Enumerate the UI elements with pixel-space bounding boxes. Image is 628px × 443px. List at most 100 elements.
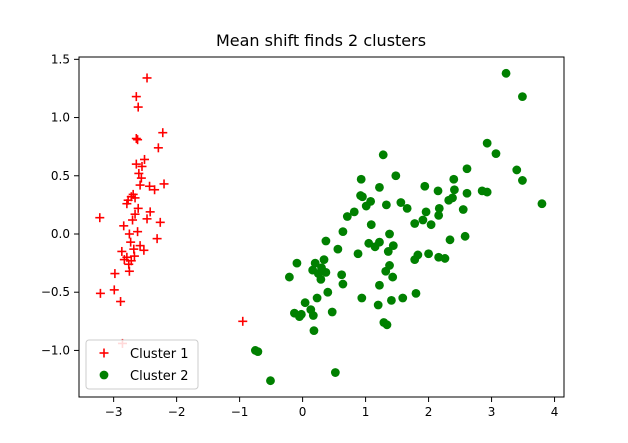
legend-entry: Cluster 1 — [99, 347, 189, 362]
data-point — [119, 255, 129, 265]
legend-label: Cluster 2 — [130, 369, 189, 384]
data-point — [128, 215, 138, 225]
data-point — [381, 200, 391, 210]
series-layer — [95, 68, 547, 386]
data-point — [145, 181, 155, 191]
data-point — [411, 288, 421, 298]
x-tick-label: 4 — [551, 405, 559, 419]
data-point — [131, 92, 141, 102]
data-point — [342, 212, 352, 221]
data-point — [295, 312, 304, 322]
data-point — [361, 201, 371, 211]
data-point — [327, 307, 337, 317]
data-point — [130, 209, 140, 219]
x-tick-label: −3 — [105, 405, 123, 419]
y-tick-label: 1.5 — [51, 52, 70, 66]
data-point — [358, 192, 367, 202]
chart-title: Mean shift finds 2 clusters — [216, 31, 426, 50]
data-point — [388, 241, 398, 251]
data-point — [142, 214, 152, 224]
data-point — [316, 274, 326, 284]
data-point — [142, 73, 152, 83]
data-point — [434, 203, 444, 213]
data-point — [124, 266, 134, 276]
data-point — [117, 246, 127, 256]
y-tick-label: 0.0 — [51, 227, 70, 241]
data-point — [321, 268, 331, 277]
data-point — [433, 186, 443, 196]
data-point — [139, 245, 149, 255]
data-point — [129, 251, 139, 261]
data-point — [133, 102, 143, 112]
data-point — [136, 173, 146, 183]
data-point — [310, 258, 320, 268]
data-point — [122, 199, 132, 209]
data-point — [284, 272, 294, 282]
data-point — [424, 249, 433, 259]
data-point — [460, 231, 470, 241]
x-tick-label: −1 — [231, 405, 249, 419]
data-point — [309, 326, 319, 336]
data-point — [426, 220, 436, 230]
x-tick-label: −2 — [168, 405, 186, 419]
data-point — [518, 176, 527, 185]
data-point — [133, 135, 143, 145]
data-point — [312, 293, 322, 303]
data-point — [385, 229, 394, 239]
data-point — [420, 181, 430, 191]
data-point — [444, 195, 454, 205]
data-point — [387, 295, 396, 305]
legend-box — [85, 339, 199, 390]
data-point — [357, 293, 367, 303]
data-point — [119, 221, 129, 231]
data-point — [95, 288, 105, 298]
data-point — [391, 171, 401, 181]
data-point — [159, 179, 169, 189]
data-point — [370, 242, 380, 252]
data-point — [356, 174, 366, 184]
data-point — [145, 207, 155, 217]
data-point — [445, 235, 455, 245]
legend-marker — [99, 370, 109, 380]
x-tick-label: 2 — [425, 405, 433, 419]
data-point — [131, 159, 141, 169]
plot-frame — [78, 56, 565, 398]
y-tick-label: −0.5 — [41, 285, 70, 299]
data-point — [155, 217, 165, 227]
data-point — [152, 234, 162, 244]
data-point — [537, 199, 547, 209]
data-point — [402, 203, 412, 213]
data-point — [131, 134, 141, 144]
x-tick-label: 1 — [362, 405, 370, 419]
data-point — [381, 266, 391, 276]
data-point — [116, 297, 126, 307]
legend-label: Cluster 1 — [130, 347, 189, 362]
legend-marker — [99, 348, 109, 358]
data-point — [388, 272, 398, 282]
data-point — [512, 165, 522, 175]
data-point — [133, 203, 143, 213]
data-point — [338, 279, 348, 289]
series-2 — [250, 68, 547, 386]
y-tick-label: −1.0 — [41, 343, 70, 357]
data-point — [491, 149, 501, 159]
data-point — [375, 280, 384, 290]
data-point — [137, 161, 147, 171]
data-point — [238, 316, 248, 326]
data-point — [292, 258, 302, 268]
data-point — [378, 150, 388, 160]
legend: Cluster 1 Cluster 2 — [85, 339, 199, 390]
data-point — [333, 244, 343, 254]
data-point — [319, 255, 329, 265]
y-tick-label: 1.0 — [51, 111, 70, 125]
data-point — [134, 168, 144, 178]
data-point — [410, 219, 420, 228]
data-point — [450, 185, 459, 195]
data-point — [140, 154, 150, 164]
data-point — [330, 368, 340, 377]
data-point — [482, 187, 492, 197]
x-tick-label: 0 — [299, 405, 307, 419]
data-point — [135, 180, 145, 190]
axes-layer: −3 −2 −1 0 1 2 3 4 −1.0 −0.5 0.0 0.5 1.0 1.5 — [41, 52, 565, 419]
